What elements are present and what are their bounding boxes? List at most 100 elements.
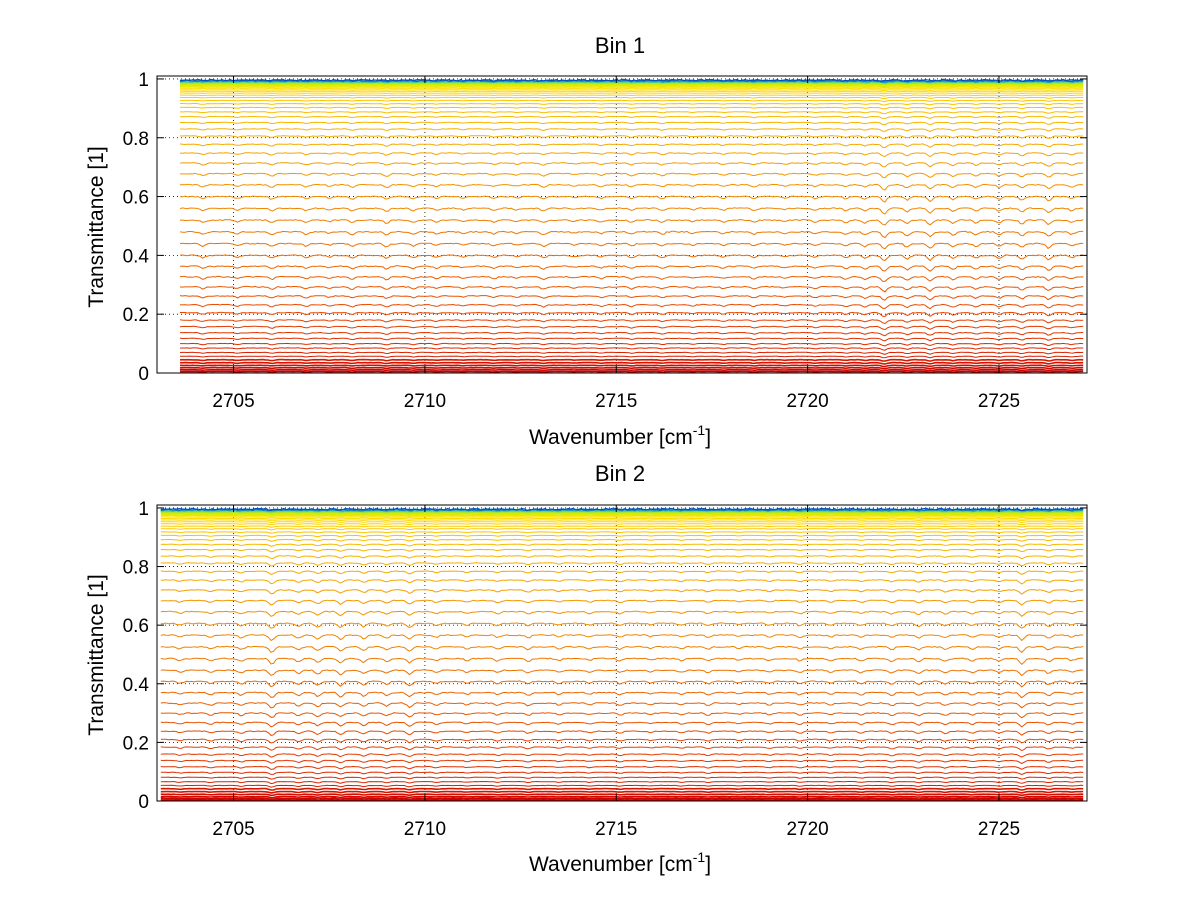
series-line [160, 543, 1084, 547]
series-line [179, 106, 1084, 110]
series-line [180, 342, 1084, 347]
series-line [160, 531, 1084, 534]
axes-frame [156, 75, 1088, 374]
y-tick-label: 0 [138, 364, 149, 385]
series-line [179, 115, 1084, 120]
x-tick-label: 2705 [212, 391, 254, 412]
series-line [160, 753, 1084, 758]
x-tick-label: 2725 [978, 391, 1020, 412]
series-line [160, 730, 1084, 736]
series-line [179, 337, 1084, 342]
series-line [160, 579, 1084, 585]
series-line [160, 548, 1084, 553]
x-tick-label: 2715 [595, 391, 637, 412]
series-line [180, 86, 1084, 89]
series-line [179, 364, 1084, 368]
series-line [160, 669, 1084, 677]
y-tick-label: 0.4 [123, 246, 150, 267]
series-line [179, 82, 1084, 85]
series-line [180, 85, 1084, 88]
series-line [160, 515, 1084, 518]
series-line [160, 702, 1084, 709]
panel-bin-2: Bin 2 Transmittance [1] Wavenumber [cm-1… [85, 461, 1088, 876]
series-line [180, 102, 1084, 106]
series-line [179, 96, 1084, 100]
y-tick-label: 0.8 [123, 558, 149, 579]
series-line [160, 771, 1084, 776]
series-line [180, 89, 1084, 92]
series-line [160, 514, 1084, 517]
series-line [179, 111, 1084, 115]
series-line [179, 285, 1084, 293]
plot-area: 2705 2710 2715 2720 2725 0 0.2 0.4 0.6 0.8 1 [123, 70, 1088, 412]
x-tick-label: 2705 [212, 819, 254, 840]
series-line [179, 230, 1084, 239]
series-line [160, 525, 1084, 528]
series-line [160, 798, 1084, 802]
series-line [160, 776, 1084, 780]
series-line [179, 325, 1084, 331]
series-line [180, 368, 1084, 372]
x-tick-label: 2725 [978, 819, 1020, 840]
series-line [180, 90, 1084, 93]
chart-title: Bin 2 [595, 461, 645, 486]
y-tick-label: 0.2 [123, 733, 149, 754]
series-line [160, 746, 1084, 752]
series-line [179, 331, 1084, 337]
series-line [160, 622, 1084, 629]
series-line [179, 78, 1084, 82]
series-line [160, 790, 1084, 794]
x-axis-label: Wavenumber [cm-1] [529, 422, 711, 449]
x-tick-label: 2720 [786, 819, 828, 840]
series-line [160, 589, 1084, 595]
x-tick-label: 2710 [404, 819, 446, 840]
series-line [160, 657, 1084, 665]
series-line [180, 92, 1084, 95]
series-line [179, 162, 1084, 168]
series-line [179, 195, 1084, 203]
series-line [179, 219, 1084, 226]
series-line [160, 795, 1084, 799]
y-tick-label: 0.4 [123, 675, 150, 696]
series-line [160, 759, 1084, 765]
x-tick-label: 2715 [595, 819, 637, 840]
series-line [179, 87, 1084, 90]
series-line [179, 319, 1084, 325]
series-line [160, 793, 1084, 797]
series-line [160, 784, 1084, 788]
plot-background [157, 505, 1087, 801]
series-line [160, 797, 1084, 801]
series-line [179, 183, 1084, 191]
series-line [179, 84, 1084, 87]
x-axis-label-superscript: -1 [693, 849, 706, 865]
x-axis-label-close: ] [705, 853, 711, 876]
series-line [160, 516, 1084, 519]
series-line [179, 303, 1084, 310]
series-line [179, 99, 1084, 103]
series-line [179, 135, 1084, 140]
series-line [179, 351, 1084, 355]
y-tick-label: 0 [138, 792, 149, 813]
series-line [160, 780, 1084, 785]
series-line [160, 610, 1084, 617]
series-line [160, 570, 1084, 576]
series-line [160, 534, 1084, 538]
series-line [160, 555, 1084, 560]
series-line [179, 207, 1084, 215]
series-line [160, 721, 1084, 728]
y-tick-label: 1 [138, 70, 149, 91]
series-line [179, 254, 1084, 262]
series-line [179, 366, 1084, 370]
series-line [160, 765, 1084, 770]
series-line [179, 361, 1084, 365]
y-tick-label: 1 [138, 499, 149, 520]
series-line [160, 599, 1084, 606]
x-axis-label-text: Wavenumber [cm [529, 426, 693, 449]
series-line [180, 370, 1084, 374]
y-tick-label: 0.2 [123, 305, 149, 326]
series-line [179, 275, 1084, 282]
y-axis-label: Transmittance [1] [85, 146, 108, 307]
series-line [160, 528, 1084, 531]
y-tick-label: 0.8 [123, 129, 149, 150]
